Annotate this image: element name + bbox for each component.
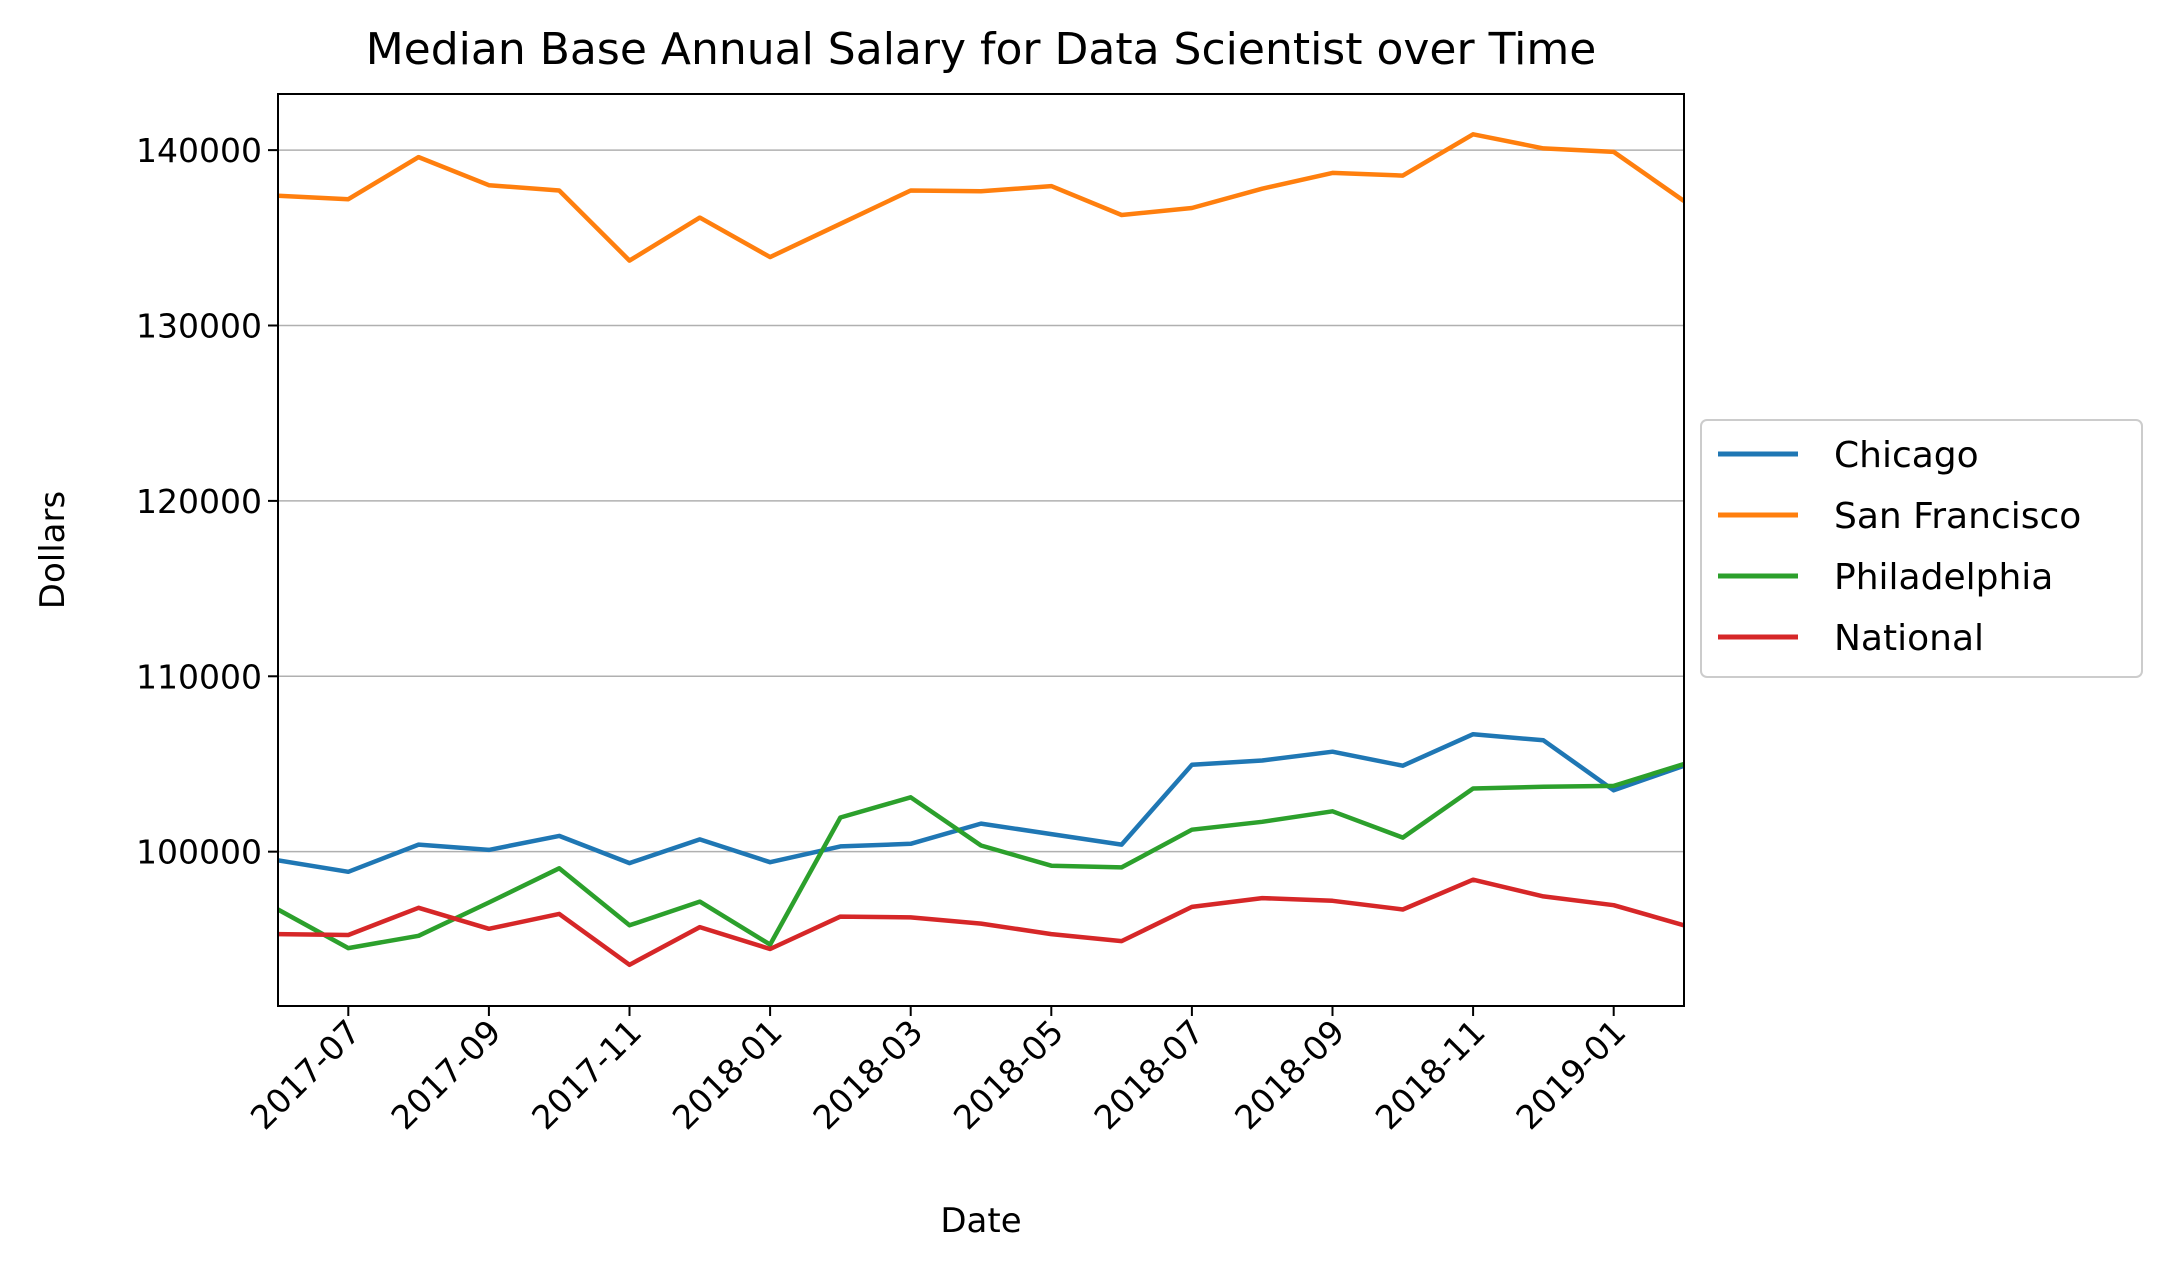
legend-label: Philadelphia xyxy=(1834,557,2053,598)
x-tick-label: 2018-11 xyxy=(1368,1012,1493,1137)
series-line-chicago xyxy=(278,731,1684,875)
x-tick-label: 2017-11 xyxy=(524,1012,649,1137)
y-tick-label: 100000 xyxy=(136,833,262,872)
y-gridlines xyxy=(278,149,1684,853)
x-tick-label: 2017-09 xyxy=(383,1012,508,1137)
x-tick-label: 2017-07 xyxy=(243,1012,368,1137)
legend-label: San Francisco xyxy=(1834,496,2081,537)
y-tick-label: 110000 xyxy=(136,657,262,696)
legend-label: Chicago xyxy=(1834,435,1979,476)
series-line-san-francisco xyxy=(278,132,1684,263)
y-axis-ticks: 100000 110000 120000 130000 140000 xyxy=(136,131,278,872)
series-lines xyxy=(278,132,1684,968)
legend-label: National xyxy=(1834,618,1984,659)
x-axis-label: Date xyxy=(940,1201,1021,1241)
x-tick-label: 2018-07 xyxy=(1086,1012,1211,1137)
x-axis-ticks: 2017-07 2017-09 2017-11 2018-01 2018-03 2018-… xyxy=(243,1006,1633,1137)
legend-box xyxy=(1700,419,2143,678)
x-tick-label: 2018-09 xyxy=(1227,1012,1352,1137)
y-axis-label: Dollars xyxy=(33,491,73,609)
legend: Chicago San Francisco Philadelphia National xyxy=(1700,419,2143,678)
y-tick-label: 140000 xyxy=(136,131,262,170)
series-line-philadelphia xyxy=(278,761,1684,951)
plot-frame xyxy=(277,93,1685,1007)
x-tick-label: 2018-03 xyxy=(805,1012,930,1137)
series-line-national xyxy=(278,877,1684,968)
y-tick-label: 120000 xyxy=(136,482,262,521)
y-tick-label: 130000 xyxy=(136,307,262,346)
x-tick-label: 2018-05 xyxy=(946,1012,1071,1137)
x-tick-label: 2018-01 xyxy=(665,1012,790,1137)
x-tick-label: 2019-01 xyxy=(1508,1012,1633,1137)
chart-title: Median Base Annual Salary for Data Scien… xyxy=(366,24,1597,75)
